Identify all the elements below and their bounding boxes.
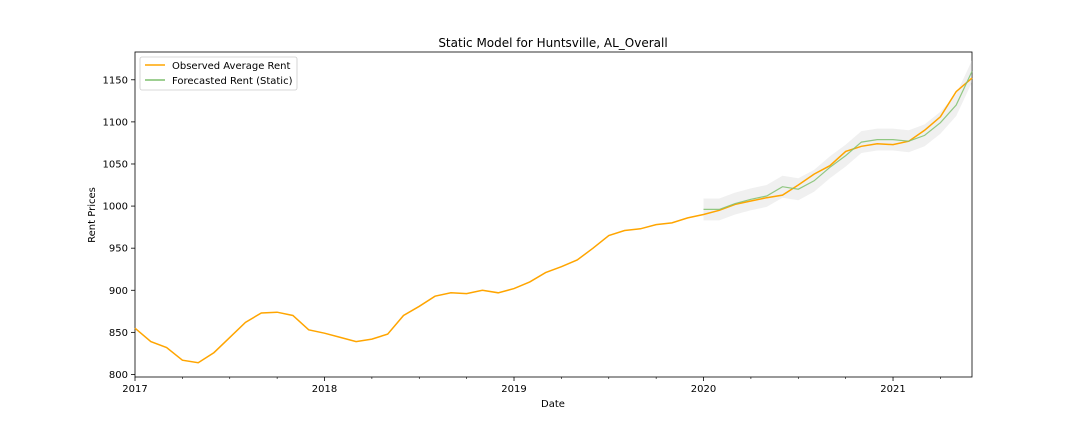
y-tick-label: 800 (109, 370, 128, 381)
x-tick-label: 2020 (691, 384, 716, 395)
x-tick-label: 2019 (501, 384, 526, 395)
plot-frame (134, 51, 973, 378)
y-tick-label: 950 (109, 244, 128, 255)
legend-label-forecast: Forecasted Rent (Static) (172, 76, 293, 87)
legend-box (139, 56, 298, 91)
x-tick-label: 2017 (122, 384, 147, 395)
series-lines-layer (134, 71, 973, 364)
chart-title: Static Model for Huntsville, AL_Overall (438, 36, 667, 50)
y-axis: 800 850 900 950 1000 1050 1100 1150 (103, 75, 135, 381)
forecast-confidence-band (703, 60, 972, 221)
x-axis: 2017 2018 2019 2020 2021 (122, 377, 941, 395)
legend-label-observed: Observed Average Rent (172, 61, 291, 72)
x-tick-label: 2021 (880, 384, 905, 395)
series-line-observed (134, 77, 973, 364)
y-tick-label: 1100 (103, 117, 128, 128)
y-tick-label: 1050 (103, 159, 128, 170)
y-tick-label: 850 (109, 328, 128, 339)
y-tick-label: 900 (109, 286, 128, 297)
series-line-forecast (703, 71, 973, 210)
x-tick-label: 2018 (312, 384, 337, 395)
y-tick-label: 1000 (103, 202, 128, 213)
y-axis-label: Rent Prices (87, 187, 98, 243)
x-axis-label: Date (541, 399, 565, 410)
y-tick-label: 1150 (103, 75, 128, 86)
confidence-interval-layer (703, 60, 972, 221)
plot-area (134, 51, 973, 378)
legend: Observed Average Rent Forecasted Rent (S… (139, 56, 298, 91)
